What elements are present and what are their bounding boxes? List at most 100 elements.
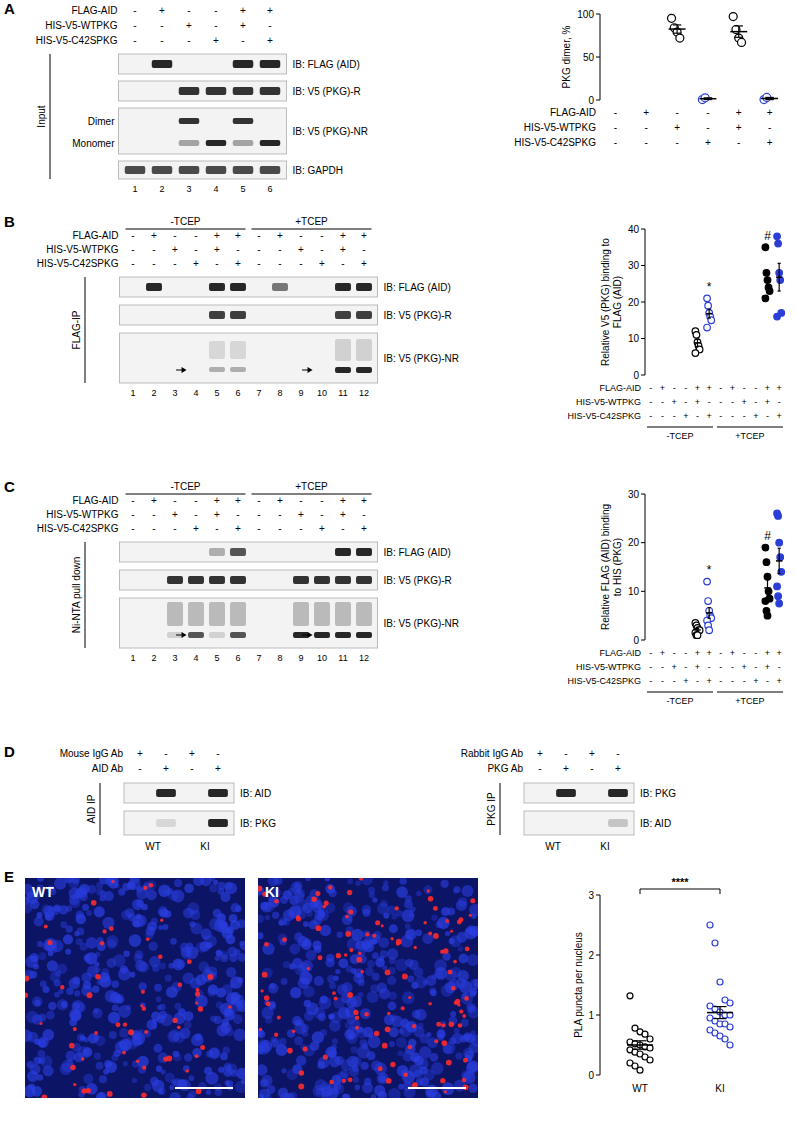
nucleus: [136, 886, 143, 893]
data-point: [668, 14, 676, 22]
nucleus: [105, 1061, 117, 1073]
y-tick: [641, 229, 645, 230]
sign: +: [707, 383, 712, 393]
sign: -: [778, 397, 781, 407]
nucleus: [459, 981, 472, 994]
x-tick-label: WT: [632, 1083, 648, 1094]
sign: +: [340, 244, 346, 255]
nucleus: [63, 934, 73, 944]
error-cap: [778, 573, 781, 574]
side-label: AID IP: [86, 794, 97, 823]
sign: +: [730, 383, 735, 393]
pla-punctum: [149, 883, 154, 888]
lane-number: 1: [130, 388, 135, 398]
bracket: [85, 277, 86, 383]
nucleus: [165, 1073, 175, 1083]
nucleus: [449, 935, 461, 947]
side-label: FLAG-IP: [71, 310, 82, 349]
row-label: HIS-V5-C42SPKG: [37, 258, 119, 269]
sign: -: [684, 648, 687, 658]
group-label: -TCEP: [667, 696, 694, 706]
pla-punctum: [81, 1057, 84, 1060]
error-cap: [735, 25, 743, 26]
error-cap: [708, 317, 711, 318]
nucleus: [163, 924, 169, 930]
data-point: [765, 588, 772, 595]
nucleus: [313, 1007, 325, 1019]
pla-punctum: [348, 1077, 353, 1082]
nucleus: [342, 914, 353, 925]
arrow-head: [182, 632, 187, 638]
pla-punctum: [441, 1040, 447, 1046]
sign: -: [743, 676, 746, 686]
y-tick-label: 30: [628, 260, 640, 271]
row-label: PKG Ab: [487, 763, 523, 774]
nucleus: [362, 1082, 373, 1093]
nucleus: [59, 989, 64, 994]
nucleus: [389, 991, 397, 999]
sign: +: [189, 748, 195, 759]
pla-punctum: [163, 1056, 168, 1061]
error-stem: [767, 580, 768, 597]
pla-punctum: [386, 1078, 392, 1084]
band: [156, 789, 176, 797]
nucleus: [469, 904, 478, 917]
sign: +: [159, 5, 165, 16]
data-point: [775, 240, 782, 247]
sign: -: [743, 383, 746, 393]
row-label: Rabbit IgG Ab: [461, 748, 524, 759]
nucleus: [169, 1092, 181, 1098]
nucleus: [213, 909, 222, 918]
probe-label: IB: V5 (PKG)-R: [384, 310, 452, 321]
pla-punctum: [414, 946, 417, 949]
data-point: [708, 317, 715, 324]
pla-punctum: [324, 901, 329, 906]
nucleus: [86, 1083, 98, 1095]
nucleus: [471, 1034, 478, 1046]
nucleus: [314, 976, 324, 986]
nucleus: [70, 1010, 81, 1021]
data-point: [647, 1057, 653, 1063]
image-label: WT: [32, 884, 54, 900]
sign: -: [257, 230, 260, 241]
nucleus: [358, 979, 365, 986]
nucleus: [112, 1004, 119, 1011]
nucleus: [368, 1032, 374, 1038]
nucleus: [49, 945, 58, 954]
blot-strip: [120, 333, 378, 383]
band: [208, 789, 228, 797]
pla-punctum: [261, 989, 264, 992]
sign: +: [730, 648, 735, 658]
nucleus: [298, 963, 309, 974]
nucleus: [215, 955, 221, 961]
pla-punctum: [408, 1045, 412, 1049]
sign: -: [708, 662, 711, 672]
band: [230, 602, 246, 626]
nucleus: [455, 1052, 462, 1059]
nucleus: [92, 985, 99, 992]
pla-punctum: [440, 1078, 445, 1083]
band: [356, 311, 372, 319]
pla-punctum: [86, 1088, 91, 1093]
pla-punctum: [102, 929, 106, 933]
nucleus: [83, 1047, 93, 1057]
lane-number: 10: [317, 653, 327, 663]
group-label: +TCEP: [295, 216, 328, 227]
band: [209, 283, 225, 291]
nucleus: [132, 899, 143, 910]
sign: +: [777, 676, 782, 686]
sign: +: [777, 383, 782, 393]
nucleus: [74, 1052, 84, 1062]
error-cap: [735, 37, 743, 38]
error-stem: [639, 1041, 640, 1049]
band: [152, 166, 173, 174]
data-point: [692, 350, 699, 357]
pla-punctum: [423, 921, 427, 925]
y-tick-label: 2: [588, 950, 594, 961]
data-point: [764, 573, 771, 580]
nucleus: [123, 1061, 128, 1066]
sign: -: [152, 509, 155, 520]
pla-punctum: [449, 1022, 455, 1028]
band: [356, 602, 372, 626]
lane-number: 3: [172, 388, 177, 398]
